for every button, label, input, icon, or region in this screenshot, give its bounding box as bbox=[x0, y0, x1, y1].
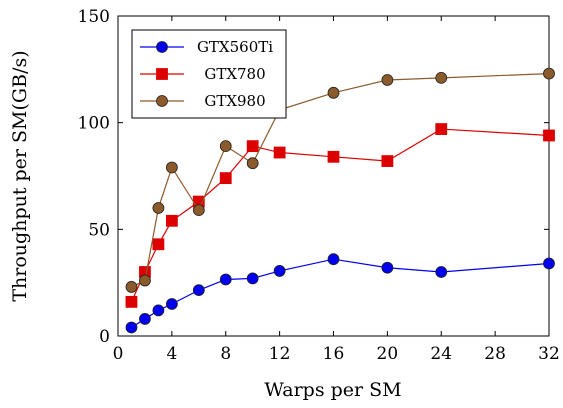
series-gtx980 bbox=[125, 67, 555, 293]
legend-label: GTX560Ti bbox=[197, 38, 273, 56]
data-point bbox=[125, 295, 138, 308]
data-point bbox=[435, 266, 448, 278]
x-axis-label: Warps per SM bbox=[264, 379, 401, 401]
x-tick-label: 28 bbox=[484, 344, 506, 364]
legend-entry: GTX560Ti bbox=[140, 38, 273, 56]
data-point bbox=[152, 202, 165, 214]
data-point bbox=[327, 86, 340, 99]
data-point bbox=[152, 238, 165, 251]
data-point bbox=[165, 214, 178, 227]
data-point bbox=[219, 172, 232, 185]
legend-marker bbox=[156, 95, 168, 107]
legend-label: GTX980 bbox=[204, 92, 265, 110]
data-point bbox=[327, 253, 340, 266]
y-tick-label: 150 bbox=[78, 7, 110, 27]
y-tick-label: 50 bbox=[88, 220, 110, 240]
y-tick-label: 0 bbox=[99, 327, 110, 347]
data-point bbox=[192, 204, 205, 217]
data-point bbox=[139, 313, 151, 325]
x-tick-label: 24 bbox=[430, 344, 452, 364]
data-point bbox=[152, 304, 165, 317]
legend-marker bbox=[156, 68, 168, 80]
data-point bbox=[165, 298, 178, 310]
data-point bbox=[543, 129, 555, 142]
data-point bbox=[246, 272, 259, 285]
x-tick-label: 20 bbox=[377, 344, 399, 364]
data-point bbox=[246, 157, 259, 170]
legend-entry: GTX980 bbox=[140, 92, 266, 110]
x-tick-label: 12 bbox=[269, 344, 291, 364]
data-point bbox=[139, 274, 151, 287]
data-point bbox=[435, 123, 448, 135]
data-point bbox=[381, 261, 394, 274]
x-tick-label: 0 bbox=[113, 344, 124, 364]
x-tick-label: 16 bbox=[323, 344, 345, 364]
data-point bbox=[543, 257, 555, 270]
x-axis: 0 4 8 12 16 20 24 28 32 bbox=[113, 16, 560, 364]
data-point bbox=[273, 265, 286, 277]
series-line bbox=[130, 128, 550, 303]
data-point bbox=[125, 281, 138, 293]
data-point bbox=[273, 146, 286, 159]
data-point bbox=[381, 155, 394, 167]
series-line bbox=[131, 73, 550, 288]
data-point bbox=[381, 74, 394, 86]
data-point bbox=[165, 161, 178, 174]
data-point bbox=[435, 71, 448, 84]
x-tick-label: 4 bbox=[166, 344, 177, 364]
series-gtx780 bbox=[125, 123, 555, 308]
legend-marker bbox=[156, 41, 168, 53]
data-point bbox=[219, 140, 232, 153]
data-point bbox=[543, 67, 555, 80]
data-point bbox=[219, 273, 232, 286]
legend-label: GTX780 bbox=[204, 65, 265, 83]
data-point bbox=[327, 150, 340, 163]
data-point bbox=[192, 284, 205, 297]
legend-entry: GTX780 bbox=[140, 65, 266, 83]
series-gtx560ti bbox=[125, 253, 555, 334]
legend: GTX560Ti GTX780 GTX980 bbox=[131, 29, 287, 119]
y-tick-label: 100 bbox=[78, 114, 110, 134]
data-point bbox=[246, 140, 259, 153]
x-tick-label: 8 bbox=[220, 344, 231, 364]
x-tick-label: 32 bbox=[538, 344, 560, 364]
y-axis-label: Throughput per SM(GB/s) bbox=[9, 50, 31, 301]
series-layer bbox=[125, 67, 555, 334]
y-axis: 0 50 100 150 bbox=[78, 7, 549, 347]
data-point bbox=[125, 321, 138, 334]
